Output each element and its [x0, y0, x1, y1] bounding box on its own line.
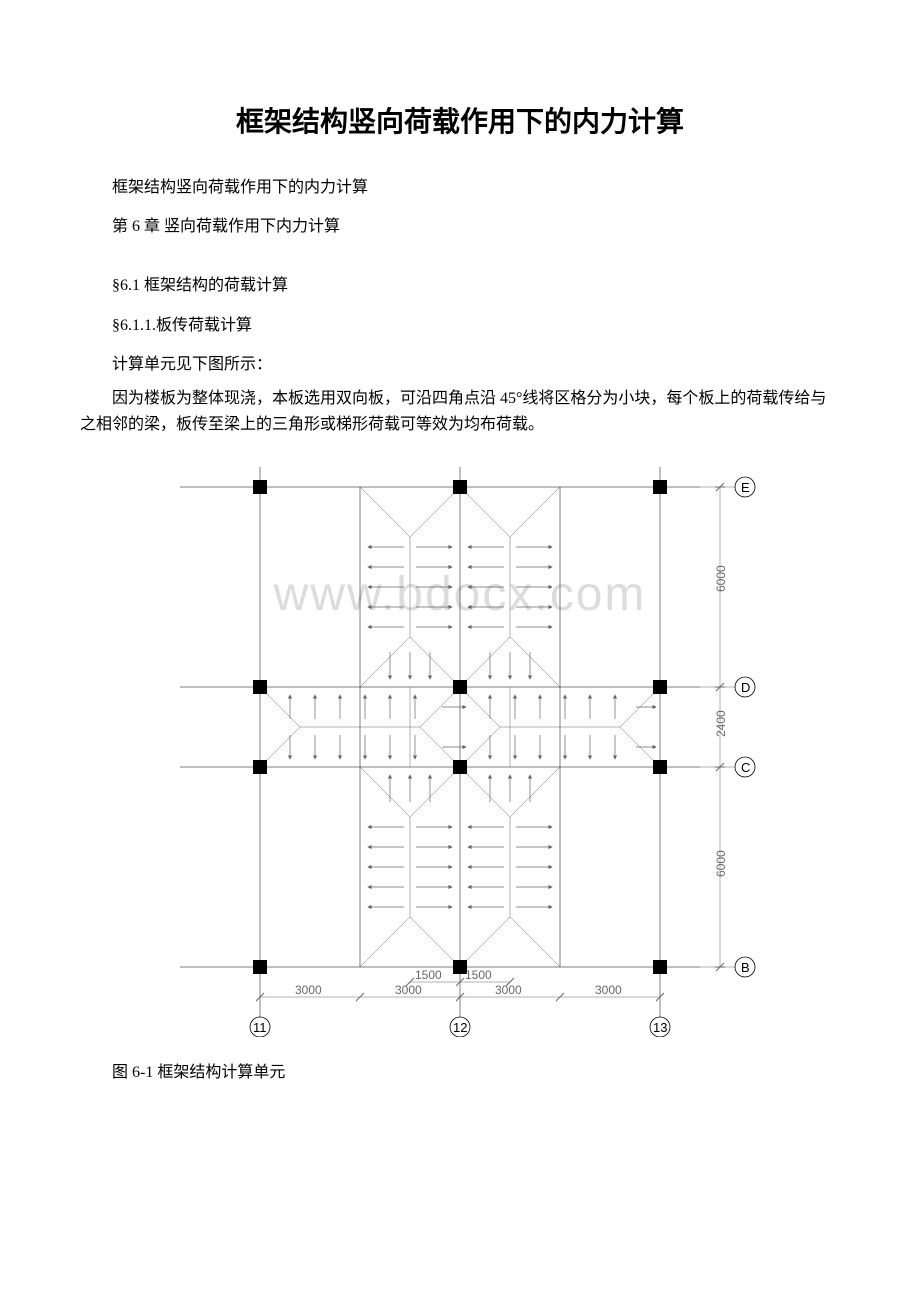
section-6-1: §6.1 框架结构的荷载计算 — [80, 268, 840, 303]
svg-text:12: 12 — [453, 1020, 467, 1035]
svg-text:6000: 6000 — [714, 850, 728, 877]
structural-diagram: 6000 2400 6000 E D C B 1500 1500 3000 30… — [160, 457, 760, 1037]
paragraph-1: 框架结构竖向荷载作用下的内力计算 — [80, 170, 840, 205]
svg-text:3000: 3000 — [595, 983, 622, 997]
svg-text:11: 11 — [253, 1020, 267, 1035]
paragraph-2: 第 6 章 竖向荷载作用下内力计算 — [80, 209, 840, 244]
svg-text:1500: 1500 — [465, 968, 492, 982]
svg-text:B: B — [741, 960, 750, 975]
svg-text:6000: 6000 — [714, 565, 728, 592]
svg-text:13: 13 — [653, 1020, 667, 1035]
svg-text:1500: 1500 — [415, 968, 442, 982]
svg-text:D: D — [741, 680, 750, 695]
svg-text:3000: 3000 — [495, 983, 522, 997]
document-title: 框架结构竖向荷载作用下的内力计算 — [80, 100, 840, 140]
body-paragraph: 因为楼板为整体现浇，本板选用双向板，可沿四角点沿 45°线将区格分为小块，每个板… — [80, 386, 840, 437]
svg-text:E: E — [741, 480, 750, 495]
paragraph-5: 计算单元见下图所示： — [80, 347, 840, 382]
figure-6-1: www.bdocx.com — [160, 457, 760, 1037]
section-6-1-1: §6.1.1.板传荷载计算 — [80, 308, 840, 343]
svg-text:C: C — [741, 760, 750, 775]
svg-text:3000: 3000 — [295, 983, 322, 997]
svg-text:2400: 2400 — [714, 710, 728, 737]
svg-text:3000: 3000 — [395, 983, 422, 997]
arrows-upper-right1 — [416, 547, 452, 627]
figure-caption: 图 6-1 框架结构计算单元 — [80, 1057, 840, 1089]
arrows-upper-left — [368, 547, 404, 627]
